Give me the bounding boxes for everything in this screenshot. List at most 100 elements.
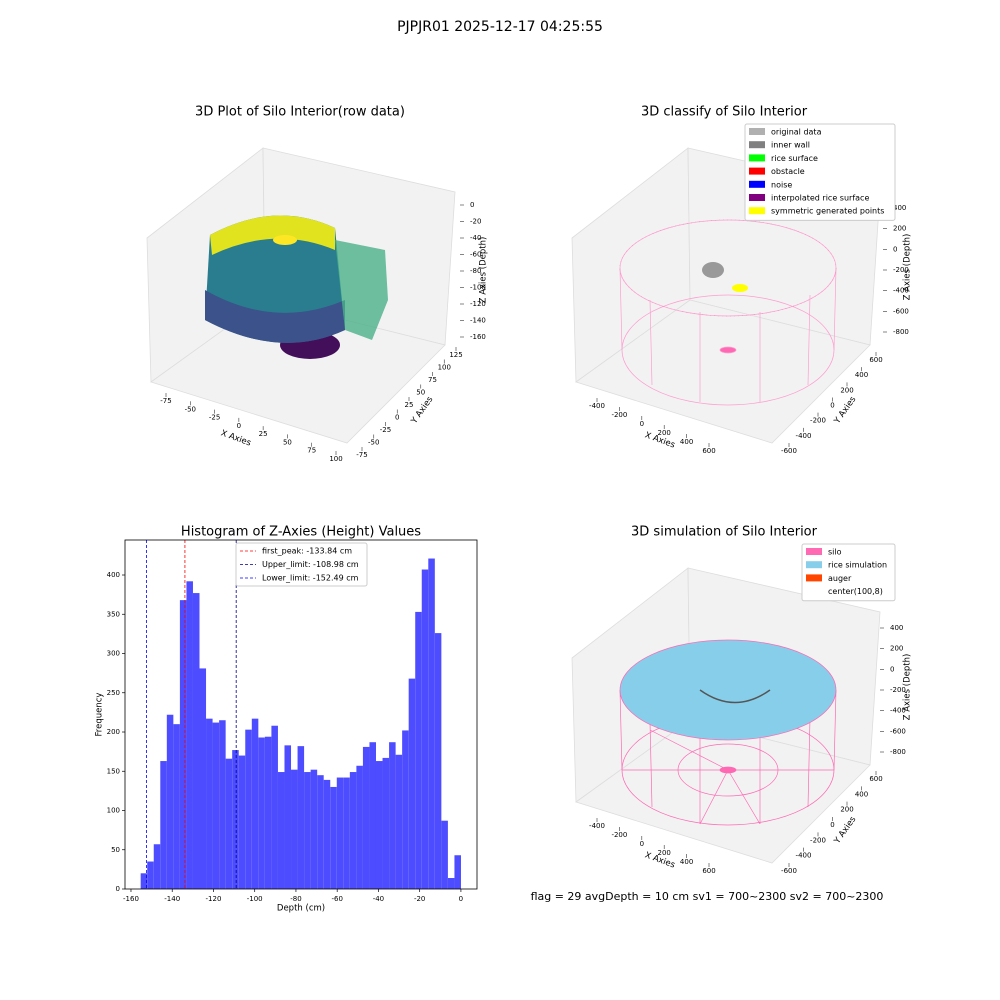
bar bbox=[153, 844, 161, 889]
axis-pane bbox=[575, 719, 871, 864]
y-tick-label: -200 bbox=[810, 417, 826, 425]
silo-simulation bbox=[619, 639, 837, 826]
y-tick-label: 25 bbox=[405, 401, 414, 409]
legend-swatch bbox=[749, 141, 765, 149]
legend-label: obstacle bbox=[771, 167, 805, 176]
x-tick-label: 600 bbox=[702, 867, 715, 875]
y-tick-label: 200 bbox=[840, 386, 853, 394]
y-tick-label: -600 bbox=[781, 867, 797, 875]
z-tick-label: -200 bbox=[893, 266, 909, 274]
legend-swatch bbox=[806, 561, 822, 569]
bar bbox=[428, 558, 435, 889]
z-tick-label: 0 bbox=[470, 201, 474, 209]
bar bbox=[415, 611, 422, 889]
y-tick-label: -75 bbox=[356, 451, 367, 459]
legend-swatch bbox=[749, 167, 765, 175]
legend-label: rice simulation bbox=[828, 561, 887, 570]
bar bbox=[382, 757, 390, 889]
bar bbox=[264, 736, 272, 889]
bar bbox=[375, 761, 383, 889]
x-tick-label: -100 bbox=[247, 895, 263, 903]
footer: flag = 29 avgDepth = 10 cm sv1 = 700~230… bbox=[531, 890, 884, 903]
chart-title: Histogram of Z-Axies (Height) Values bbox=[181, 525, 421, 540]
bar bbox=[140, 873, 148, 889]
bar bbox=[284, 745, 292, 889]
x-tick-label: 75 bbox=[307, 447, 316, 455]
legend-swatch bbox=[749, 180, 765, 188]
x-tick-label: -160 bbox=[123, 895, 139, 903]
bar bbox=[447, 878, 455, 889]
bar bbox=[343, 777, 350, 889]
y-tick-label: 300 bbox=[107, 650, 120, 658]
bar bbox=[389, 742, 396, 889]
z-tick-label: 200 bbox=[890, 645, 903, 653]
y-tick-label: -50 bbox=[368, 439, 379, 447]
x-tick-label: 0 bbox=[640, 840, 644, 848]
bar bbox=[245, 729, 252, 889]
bar bbox=[212, 722, 220, 889]
y-tick-label: -200 bbox=[810, 836, 826, 844]
y-tick-label: 400 bbox=[855, 790, 868, 798]
legend-label: Lower_limit: -152.49 cm bbox=[262, 574, 359, 583]
bar bbox=[421, 569, 429, 889]
bar bbox=[297, 746, 305, 889]
y-tick-label: 200 bbox=[107, 728, 120, 736]
z-tick-label: -800 bbox=[893, 328, 909, 336]
x-tick-label: -200 bbox=[611, 411, 627, 419]
point-cloud bbox=[205, 215, 388, 359]
bar bbox=[192, 593, 200, 889]
legend-swatch bbox=[749, 194, 765, 201]
y-tick-label: 400 bbox=[855, 371, 868, 379]
z-tick-label: -400 bbox=[893, 287, 909, 295]
legend-label: Upper_limit: -108.98 cm bbox=[262, 560, 359, 569]
legend-swatch bbox=[749, 154, 765, 162]
x-tick-label: 100 bbox=[329, 455, 342, 463]
legend-swatch bbox=[806, 587, 822, 595]
bar bbox=[441, 820, 448, 889]
legend-label: first_peak: -133.84 cm bbox=[262, 547, 352, 556]
y-tick-label: -25 bbox=[380, 426, 391, 434]
bar bbox=[251, 718, 259, 889]
x-tick-label: -20 bbox=[414, 895, 425, 903]
bar bbox=[395, 754, 403, 889]
x-tick-label: 0 bbox=[640, 420, 644, 428]
y-tick-label: 0 bbox=[116, 885, 120, 893]
x-tick-label: -80 bbox=[290, 895, 301, 903]
z-tick-label: -140 bbox=[470, 317, 486, 325]
bar bbox=[258, 737, 265, 889]
chart-title: 3D simulation of Silo Interior bbox=[631, 525, 818, 540]
bar bbox=[349, 772, 357, 889]
z-tick-label: -200 bbox=[890, 686, 906, 694]
y-tick-label: 125 bbox=[449, 351, 462, 359]
bar bbox=[362, 746, 370, 889]
bar bbox=[291, 769, 298, 889]
x-tick-label: -40 bbox=[373, 895, 384, 903]
y-tick-label: 400 bbox=[107, 571, 120, 579]
y-tick-label: -400 bbox=[796, 852, 812, 860]
y-tick-label: 0 bbox=[395, 414, 399, 422]
bar bbox=[304, 772, 311, 889]
legend-label: silo bbox=[828, 548, 842, 557]
plot-frame bbox=[124, 539, 478, 890]
x-axis-label: Depth (cm) bbox=[277, 904, 325, 914]
x-tick-label: -60 bbox=[331, 895, 342, 903]
z-tick-label: -20 bbox=[470, 218, 481, 226]
bar bbox=[434, 633, 442, 889]
bar bbox=[317, 775, 324, 889]
legend-box bbox=[235, 542, 368, 587]
chart-title: 3D Plot of Silo Interior(row data) bbox=[195, 105, 405, 120]
x-tick-label: 400 bbox=[680, 858, 693, 866]
z-tick-label: -60 bbox=[470, 251, 481, 259]
y-tick-label: -600 bbox=[781, 447, 797, 455]
z-tick-label: -120 bbox=[470, 300, 486, 308]
x-tick-label: -200 bbox=[611, 831, 627, 839]
x-tick-label: 600 bbox=[702, 447, 715, 455]
y-tick-label: 600 bbox=[869, 356, 882, 364]
bar bbox=[277, 772, 285, 889]
z-tick-label: -400 bbox=[890, 707, 906, 715]
silo-wireframe bbox=[619, 219, 837, 406]
bar bbox=[219, 720, 226, 889]
bar bbox=[402, 730, 409, 889]
legend-label: inner wall bbox=[771, 141, 810, 150]
legend-box bbox=[744, 123, 896, 221]
